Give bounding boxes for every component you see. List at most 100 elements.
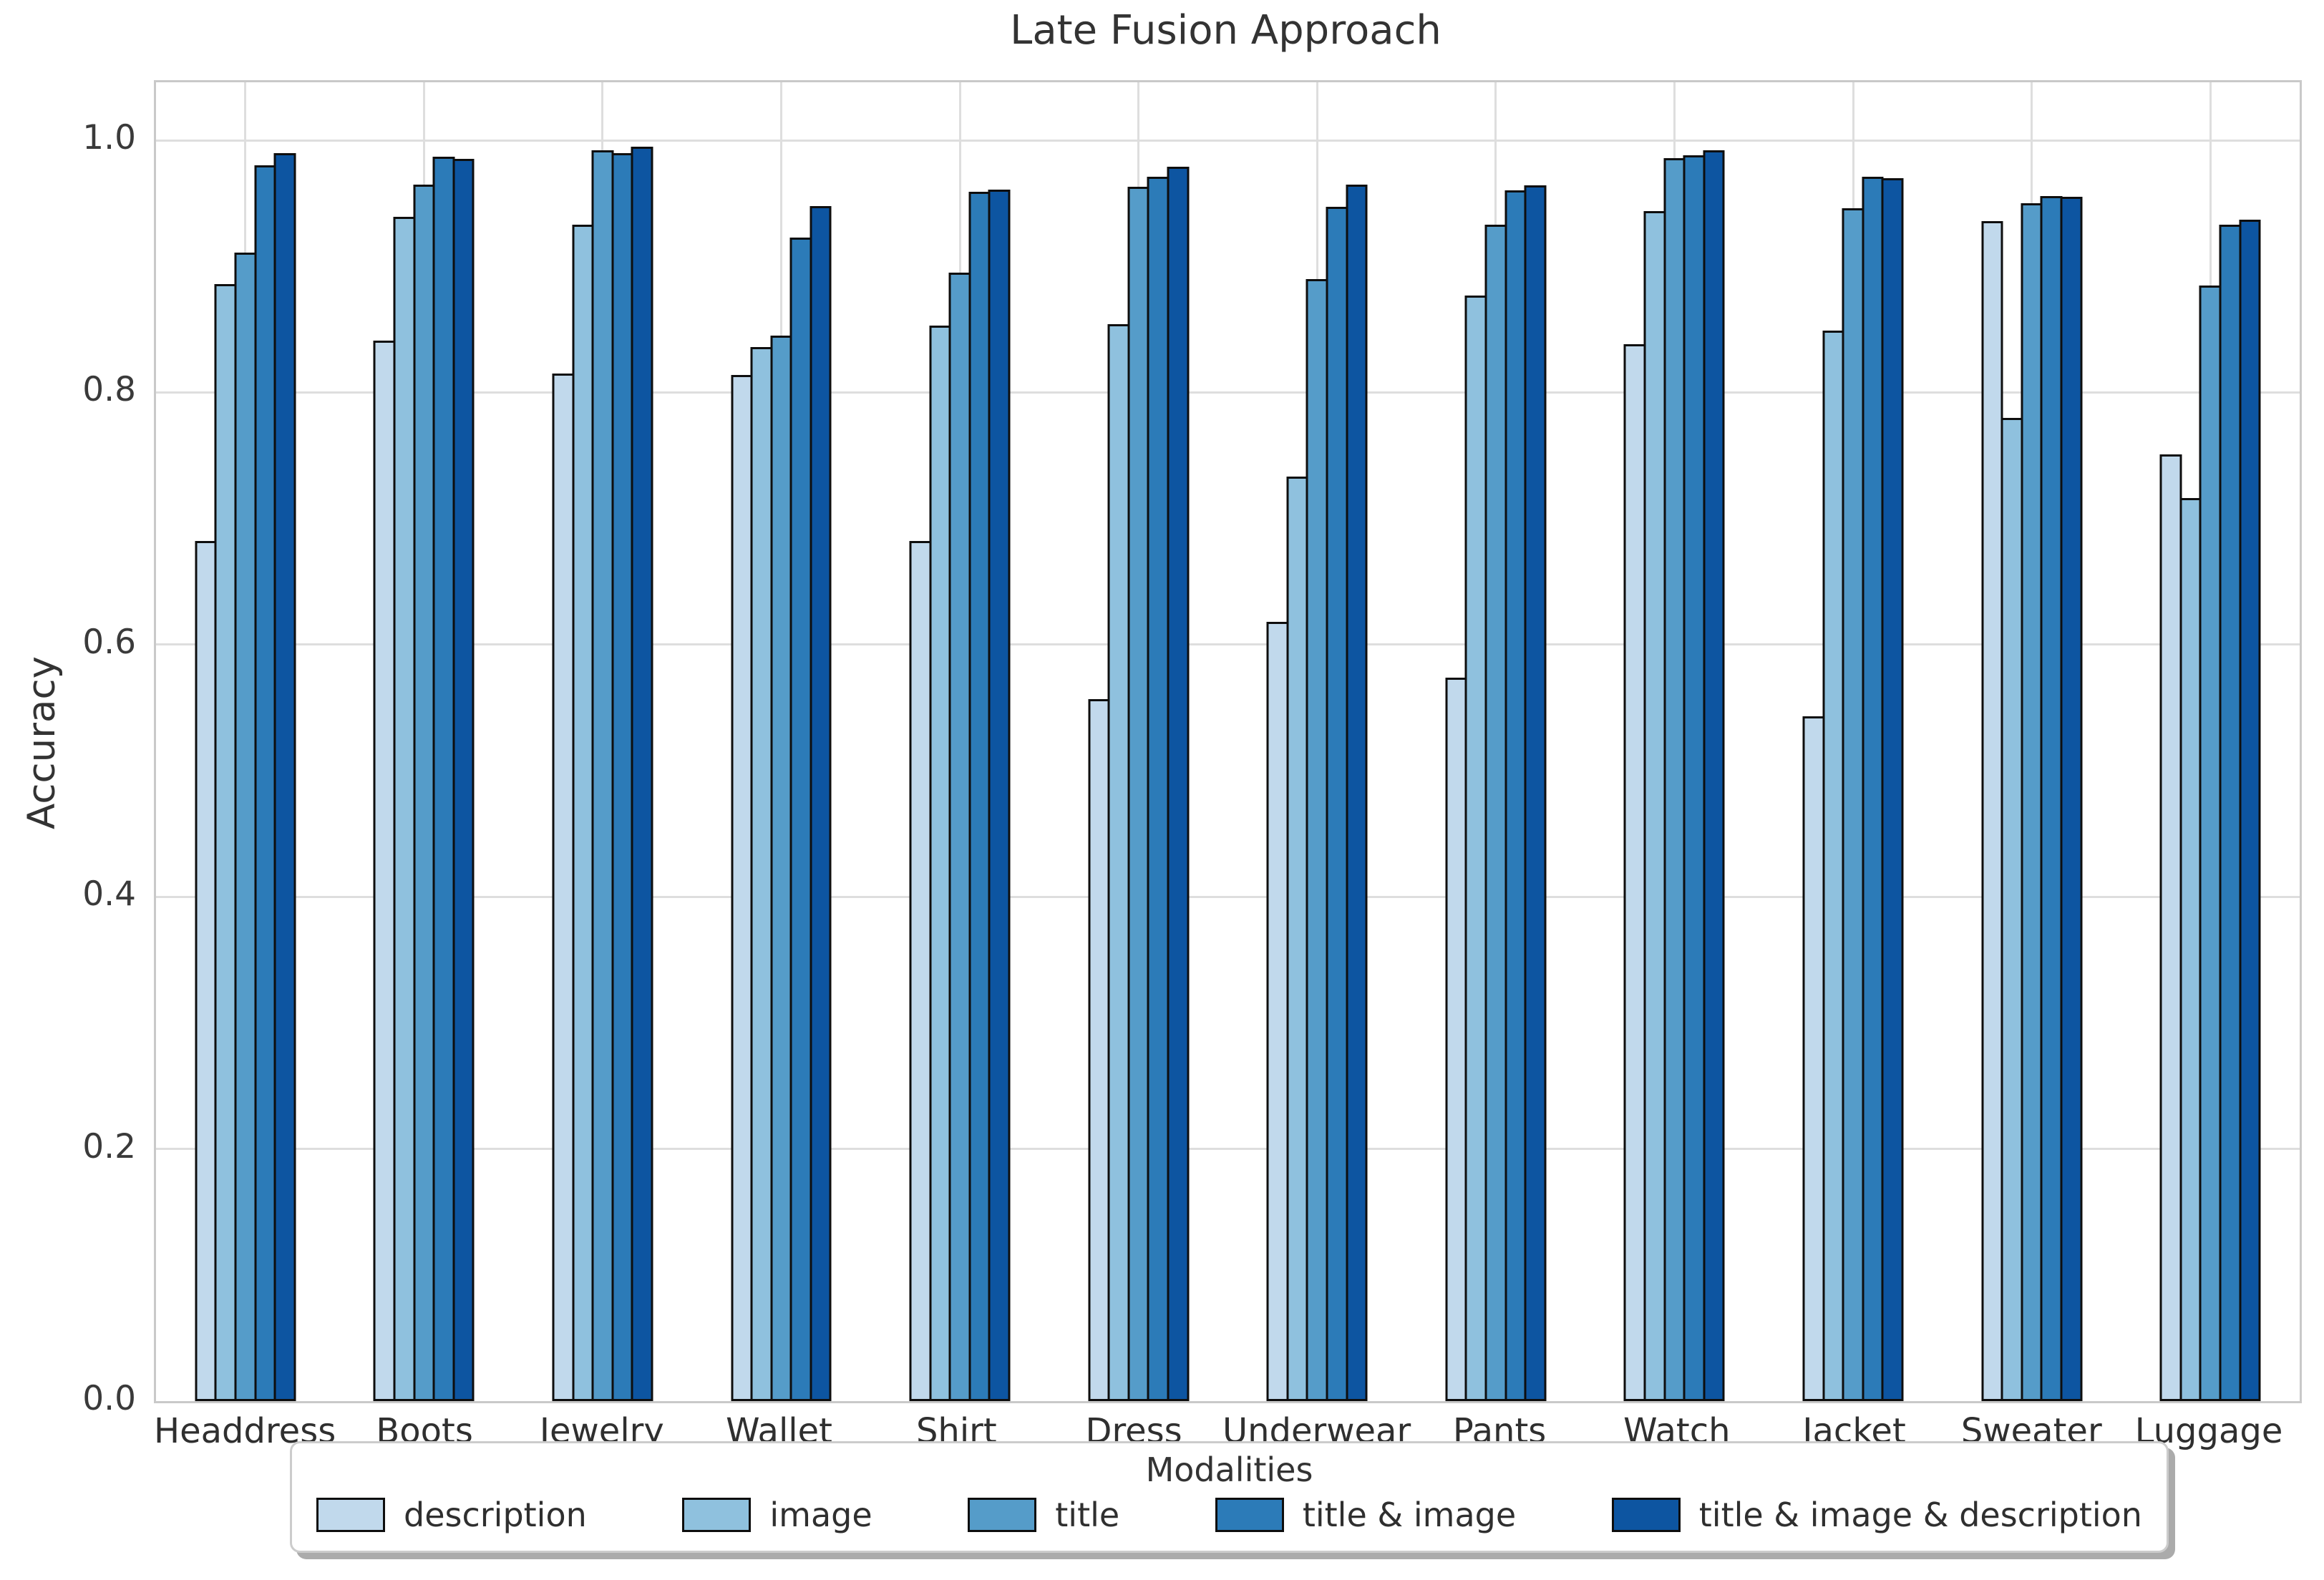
bar-boots-image bbox=[393, 217, 416, 1401]
gridline-y-0.4 bbox=[156, 895, 2300, 898]
bar-sweater-description bbox=[1981, 220, 2003, 1401]
bar-headdress-title bbox=[234, 252, 257, 1401]
bar-group-pants bbox=[1445, 82, 1547, 1401]
legend-entry-title: title bbox=[968, 1496, 1119, 1534]
bar-wallet-title bbox=[770, 336, 792, 1401]
bar-jewelry-title bbox=[591, 150, 614, 1401]
y-tick-label-1.0: 1.0 bbox=[82, 118, 136, 157]
bar-wallet-title-image-description bbox=[809, 205, 832, 1401]
legend-entry-title-image-description: title & image & description bbox=[1611, 1496, 2142, 1534]
y-tick-label-0.8: 0.8 bbox=[82, 370, 136, 410]
category-column-wallet bbox=[692, 82, 871, 1401]
bar-jacket-title-image bbox=[1862, 177, 1884, 1401]
bar-group-jewelry bbox=[552, 82, 653, 1401]
bar-underwear-title bbox=[1306, 278, 1328, 1401]
bar-shirt-title-image-description bbox=[988, 189, 1011, 1401]
bar-jewelry-title-image bbox=[611, 152, 633, 1401]
bar-dress-title-image bbox=[1147, 177, 1170, 1401]
bar-dress-image bbox=[1107, 324, 1130, 1401]
legend-swatch-title-image-description bbox=[1611, 1498, 1681, 1532]
y-tick-label-0.0: 0.0 bbox=[82, 1379, 136, 1418]
plot-area bbox=[154, 80, 2302, 1403]
bar-group-shirt bbox=[909, 82, 1011, 1401]
bar-watch-title-image-description bbox=[1703, 150, 1725, 1401]
bar-pants-image bbox=[1464, 295, 1487, 1401]
bar-wallet-image bbox=[750, 346, 773, 1401]
bar-boots-title-image-description bbox=[452, 159, 475, 1401]
bar-jacket-description bbox=[1802, 716, 1825, 1401]
bar-boots-title-image bbox=[432, 156, 455, 1401]
bar-group-jacket bbox=[1802, 82, 1904, 1401]
category-column-sweater bbox=[1943, 82, 2121, 1401]
bar-jacket-title-image-description bbox=[1881, 177, 1904, 1401]
category-column-shirt bbox=[870, 82, 1049, 1401]
legend-swatch-title bbox=[968, 1498, 1037, 1532]
bar-sweater-title-image-description bbox=[2060, 197, 2083, 1401]
bar-wallet-description bbox=[731, 374, 753, 1401]
chart-title: Late Fusion Approach bbox=[1010, 7, 1441, 54]
bar-shirt-title-image bbox=[968, 192, 991, 1401]
legend-entry-description: description bbox=[316, 1496, 587, 1534]
gridline-y-0.6 bbox=[156, 643, 2300, 646]
bar-jewelry-image bbox=[572, 225, 594, 1401]
bar-headdress-description bbox=[195, 541, 217, 1401]
bar-sweater-image bbox=[2000, 417, 2023, 1401]
bar-group-luggage bbox=[2159, 82, 2261, 1401]
bar-luggage-description bbox=[2159, 454, 2182, 1401]
legend-swatch-description bbox=[316, 1498, 385, 1532]
category-column-jacket bbox=[1764, 82, 1943, 1401]
category-column-headdress bbox=[156, 82, 335, 1401]
bar-group-sweater bbox=[1981, 82, 2083, 1401]
bar-group-headdress bbox=[195, 82, 296, 1401]
gridline-y-0.2 bbox=[156, 1148, 2300, 1151]
legend-label: title & image bbox=[1302, 1496, 1517, 1534]
legend-items: description image title title & image title … bbox=[292, 1489, 2167, 1551]
y-tick-label-0.6: 0.6 bbox=[82, 622, 136, 662]
bar-watch-description bbox=[1623, 344, 1646, 1401]
bar-shirt-title bbox=[948, 273, 971, 1401]
bar-luggage-title-image-description bbox=[2239, 220, 2261, 1401]
gridline-y-1.0 bbox=[156, 139, 2300, 142]
bar-sweater-title-image bbox=[2040, 195, 2063, 1401]
category-column-watch bbox=[1585, 82, 1764, 1401]
bar-jewelry-description bbox=[552, 373, 575, 1401]
legend-label: description bbox=[404, 1496, 587, 1534]
bar-jewelry-title-image-description bbox=[631, 146, 653, 1401]
bar-group-watch bbox=[1623, 82, 1725, 1401]
bar-underwear-title-image-description bbox=[1346, 184, 1368, 1401]
bar-dress-title-image-description bbox=[1167, 167, 1190, 1401]
legend-swatch-image bbox=[682, 1498, 752, 1532]
category-column-pants bbox=[1406, 82, 1585, 1401]
bar-pants-title-image bbox=[1504, 190, 1527, 1401]
legend-entry-title-image: title & image bbox=[1215, 1496, 1516, 1534]
bar-headdress-title-image-description bbox=[273, 152, 296, 1401]
legend-label: title bbox=[1055, 1496, 1120, 1534]
category-column-boots bbox=[335, 82, 514, 1401]
bar-luggage-title bbox=[2199, 285, 2222, 1401]
legend-entry-image: image bbox=[682, 1496, 872, 1534]
legend-title: Modalities bbox=[1145, 1450, 1313, 1489]
bar-headdress-title-image bbox=[254, 165, 276, 1401]
bar-dress-description bbox=[1088, 698, 1110, 1401]
bar-underwear-title-image bbox=[1326, 207, 1348, 1401]
legend-label: title & image & description bbox=[1698, 1496, 2142, 1534]
bar-group-boots bbox=[373, 82, 475, 1401]
bar-pants-description bbox=[1445, 677, 1467, 1401]
bar-pants-title bbox=[1484, 225, 1507, 1401]
bar-shirt-description bbox=[909, 541, 932, 1401]
bar-boots-title bbox=[413, 184, 435, 1401]
bar-watch-title-image bbox=[1683, 155, 1706, 1401]
legend: Modalities description image title title & … bbox=[290, 1441, 2169, 1553]
bar-dress-title bbox=[1127, 187, 1149, 1401]
bar-luggage-image bbox=[2179, 498, 2202, 1401]
bar-columns bbox=[156, 82, 2300, 1401]
y-tick-label-0.2: 0.2 bbox=[82, 1126, 136, 1166]
bar-underwear-description bbox=[1266, 622, 1289, 1401]
bar-pants-title-image-description bbox=[1524, 185, 1547, 1401]
legend-swatch-title-image bbox=[1215, 1498, 1284, 1532]
y-tick-label-0.4: 0.4 bbox=[82, 874, 136, 915]
bar-sweater-title bbox=[2021, 203, 2043, 1401]
bar-shirt-image bbox=[929, 326, 951, 1401]
bar-watch-title bbox=[1663, 157, 1686, 1401]
